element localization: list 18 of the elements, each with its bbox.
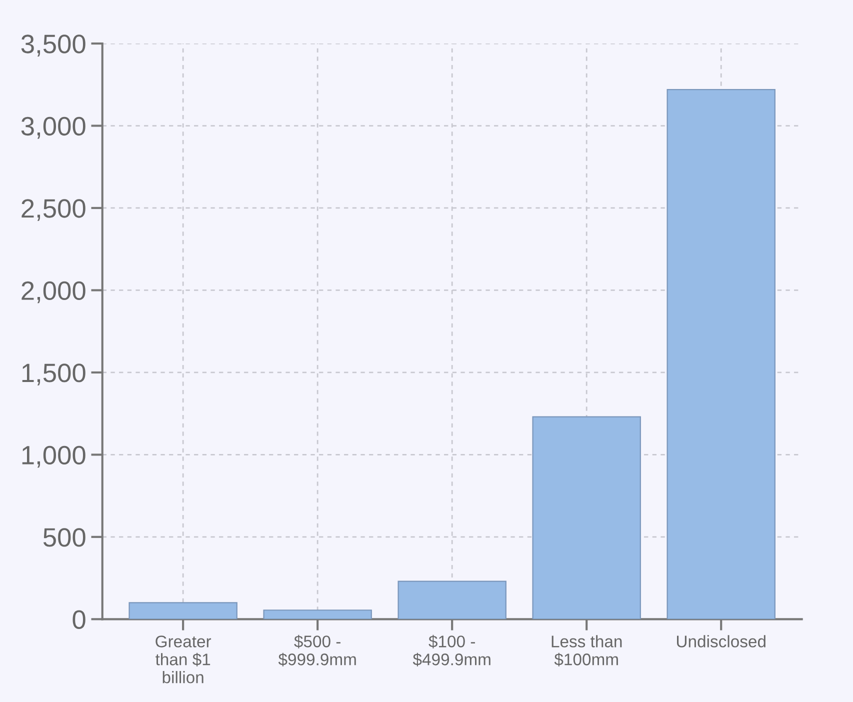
bar	[398, 580, 506, 620]
y-tick-label: 0	[72, 610, 86, 629]
bar	[263, 610, 372, 620]
x-tick-label: Greater than $1 billion	[156, 636, 212, 684]
y-tick-label: 500	[43, 528, 86, 547]
y-tick-label: 3,500	[21, 34, 86, 56]
y-tick-label: 3,000	[21, 116, 86, 139]
bar	[532, 416, 641, 620]
y-tick-label: 1,000	[22, 446, 86, 468]
bar	[666, 89, 776, 620]
x-tick-label: $100 - $499.9mm	[412, 634, 490, 666]
y-tick-label: 1,500	[22, 364, 86, 386]
x-tick-label: Less than $100mm	[552, 635, 622, 666]
y-tick-label: 2,500	[22, 199, 86, 221]
y-tick-label: 2,000	[22, 281, 86, 304]
x-tick-label: $500 - $999.9mm	[278, 634, 356, 666]
bar	[128, 602, 238, 620]
x-tick-label: Undisclosed	[677, 635, 766, 648]
